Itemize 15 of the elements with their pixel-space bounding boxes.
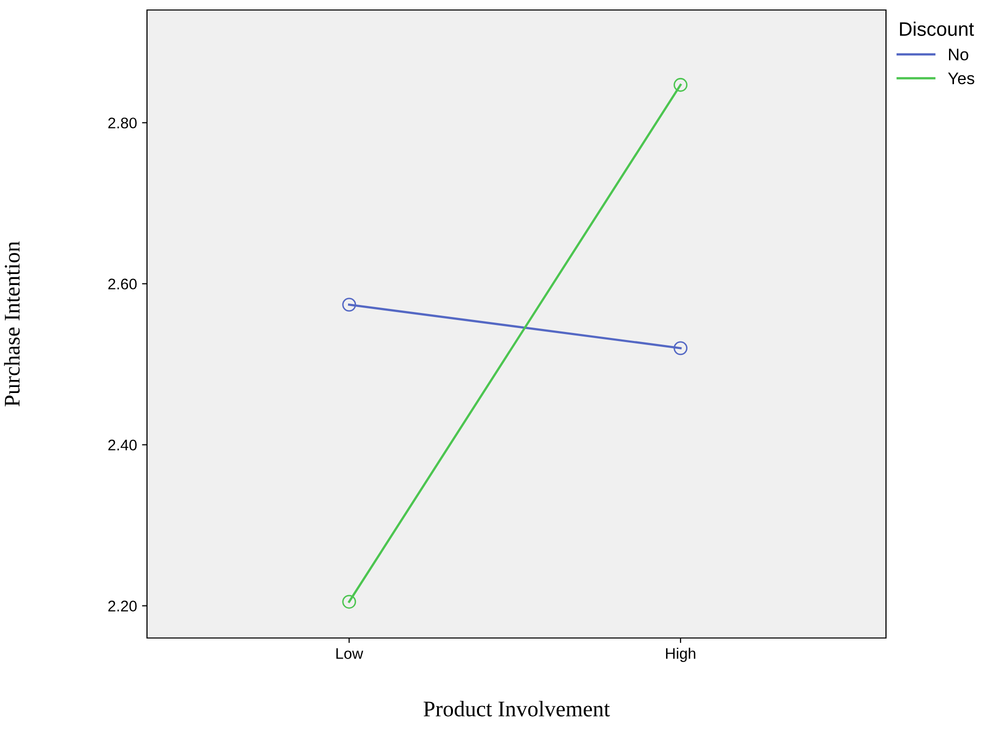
point — [674, 78, 688, 92]
y-tick-label: 2.40 — [108, 440, 137, 450]
legend-title: Discount — [900, 22, 974, 36]
legend-label: Yes — [948, 72, 974, 84]
y-tick-label: 2.60 — [108, 278, 137, 290]
point — [342, 594, 356, 609]
x-tick-label: Low — [336, 648, 364, 659]
point — [342, 298, 356, 312]
x-tick-label: High — [666, 648, 696, 662]
y-tick-label: 2.20 — [108, 600, 137, 612]
x-axis-title: Product Involvement — [424, 700, 610, 716]
legend-label: No — [949, 48, 968, 60]
y-axis-title: Purchase Intention — [4, 241, 20, 406]
y-tick-label: 2.80 — [108, 118, 137, 128]
point — [674, 341, 688, 356]
